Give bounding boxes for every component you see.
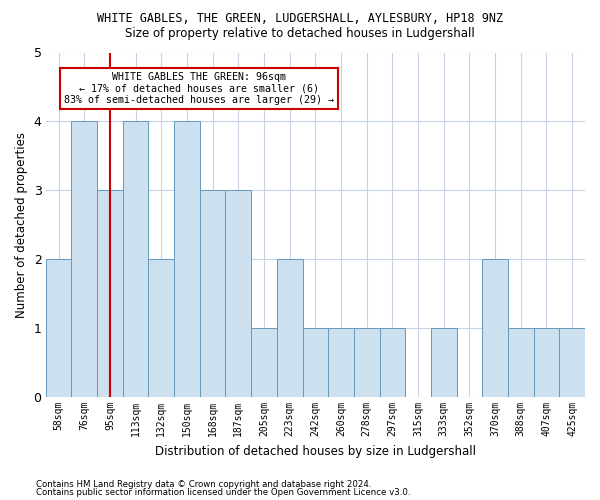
Text: WHITE GABLES, THE GREEN, LUDGERSHALL, AYLESBURY, HP18 9NZ: WHITE GABLES, THE GREEN, LUDGERSHALL, AY…	[97, 12, 503, 26]
Bar	[559, 328, 585, 397]
Bar	[482, 259, 508, 397]
Bar	[71, 122, 97, 397]
Bar	[354, 328, 380, 397]
Bar	[97, 190, 123, 397]
Bar	[380, 328, 405, 397]
Bar	[533, 328, 559, 397]
Bar	[148, 259, 174, 397]
Bar	[302, 328, 328, 397]
Text: WHITE GABLES THE GREEN: 96sqm
← 17% of detached houses are smaller (6)
83% of se: WHITE GABLES THE GREEN: 96sqm ← 17% of d…	[64, 72, 334, 105]
Bar	[251, 328, 277, 397]
Bar	[123, 122, 148, 397]
X-axis label: Distribution of detached houses by size in Ludgershall: Distribution of detached houses by size …	[155, 444, 476, 458]
Bar	[46, 259, 71, 397]
Bar	[200, 190, 226, 397]
Bar	[328, 328, 354, 397]
Bar	[174, 122, 200, 397]
Bar	[431, 328, 457, 397]
Bar	[508, 328, 533, 397]
Y-axis label: Number of detached properties: Number of detached properties	[15, 132, 28, 318]
Bar	[277, 259, 302, 397]
Text: Contains HM Land Registry data © Crown copyright and database right 2024.: Contains HM Land Registry data © Crown c…	[36, 480, 371, 489]
Text: Size of property relative to detached houses in Ludgershall: Size of property relative to detached ho…	[125, 28, 475, 40]
Text: Contains public sector information licensed under the Open Government Licence v3: Contains public sector information licen…	[36, 488, 410, 497]
Bar	[226, 190, 251, 397]
